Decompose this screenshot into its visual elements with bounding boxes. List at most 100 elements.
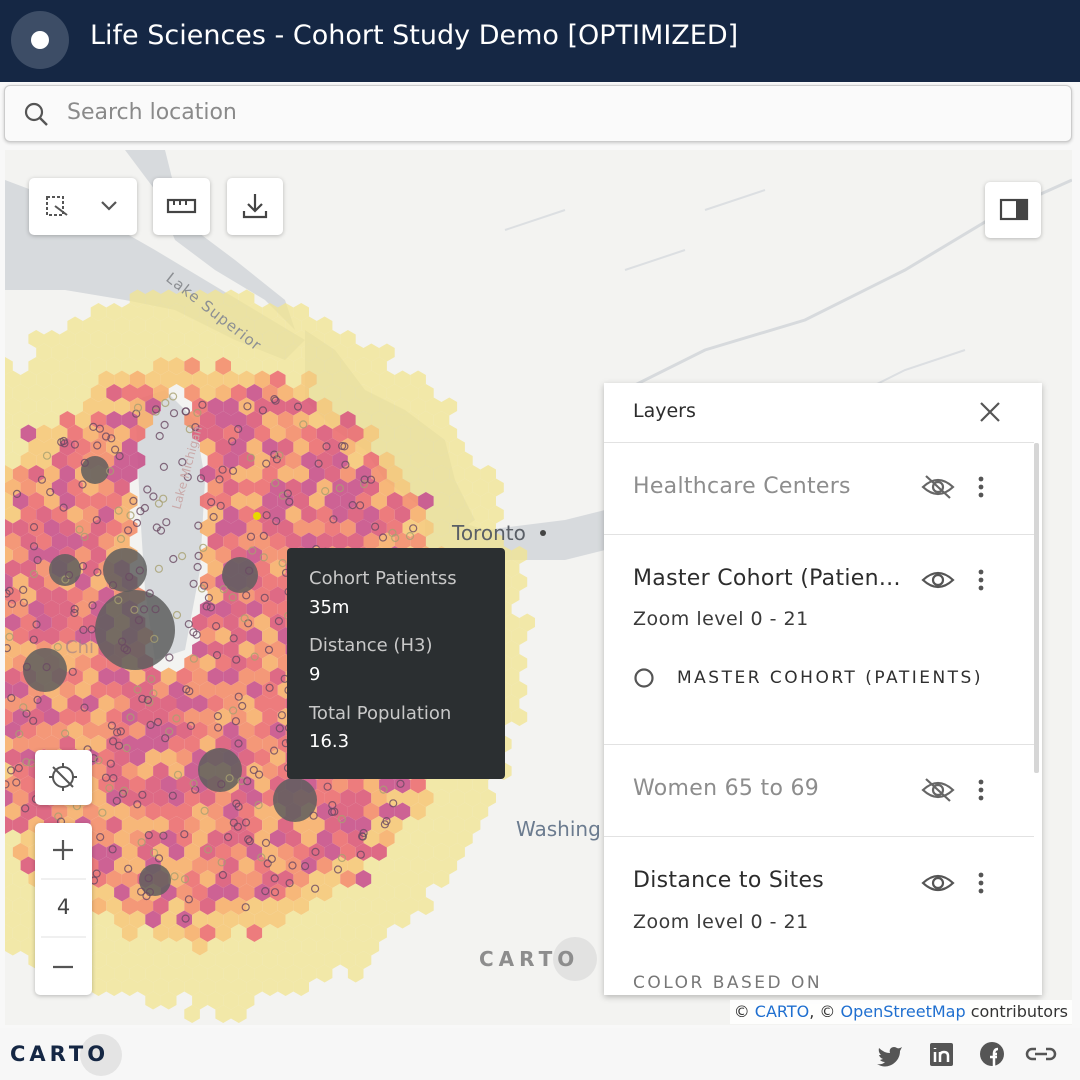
hex-cell [363, 505, 380, 524]
hex-cell [277, 303, 294, 321]
hex-cell [121, 384, 138, 402]
patient-point [237, 776, 246, 786]
hex-cell [106, 924, 122, 942]
patient-point [137, 887, 146, 896]
locate-button[interactable] [35, 750, 92, 805]
hex-cell [12, 924, 29, 942]
map-tooltip: Cohort Patientss 35m Distance (H3) 9 Tot… [287, 548, 505, 779]
hex-cell [90, 303, 107, 321]
hex-cell [20, 613, 37, 632]
patient-point [229, 634, 238, 643]
hex-cell [238, 883, 255, 902]
twitter-icon[interactable] [877, 1047, 902, 1067]
hex-cell [59, 411, 76, 429]
download-button[interactable] [227, 178, 283, 235]
hex-cell [301, 316, 317, 335]
link-icon[interactable] [1025, 1047, 1057, 1061]
visibility-off-icon[interactable] [921, 778, 955, 802]
hex-cell [121, 708, 138, 726]
patient-point [151, 407, 160, 416]
hex-cell [215, 438, 231, 456]
patient-point [337, 814, 346, 824]
patient-point [147, 674, 156, 684]
hex-cell [75, 411, 91, 429]
patient-point [172, 610, 182, 620]
hex-cell [137, 762, 154, 780]
patient-point [359, 480, 369, 489]
scrollbar[interactable] [1034, 443, 1039, 773]
menu-icons[interactable] [978, 476, 984, 894]
search-bar[interactable]: Search location [4, 85, 1072, 142]
attribution-link[interactable]: CARTO [754, 1002, 810, 1021]
hex-cell [340, 330, 356, 348]
patient-point [191, 423, 200, 432]
hex-cell [20, 505, 37, 524]
patient-point [241, 818, 251, 827]
hex-cell [231, 735, 247, 753]
hex-cell [324, 924, 341, 942]
hex-cell [316, 316, 333, 335]
hex-cell [28, 411, 44, 429]
hex-cell [340, 816, 356, 834]
hex-cell [207, 559, 224, 578]
linkedin-icon[interactable] [930, 1043, 953, 1066]
hex-cell [137, 897, 154, 915]
map-label: Washing [516, 817, 601, 841]
hex-cell [207, 532, 224, 551]
hex-cell [145, 910, 161, 929]
patient-point [192, 630, 201, 639]
hex-cell [82, 316, 99, 335]
hex-cell [67, 424, 83, 443]
hex-cell [137, 978, 154, 996]
facebook-icon[interactable] [980, 1042, 1004, 1067]
hex-cell [254, 640, 270, 659]
hex-cell [246, 600, 263, 618]
draw-tool-button[interactable] [29, 178, 137, 235]
patient-point [116, 534, 126, 543]
visibility-icon[interactable] [921, 571, 955, 589]
hex-cell [5, 708, 13, 726]
hex-cell [425, 775, 442, 794]
hex-cell [199, 924, 216, 942]
zoom-in[interactable] [53, 840, 73, 860]
hex-cell [12, 600, 29, 618]
hex-cell [75, 735, 91, 753]
hex-cell [223, 856, 239, 875]
hex-cell [207, 802, 224, 821]
hex-cell [254, 856, 270, 875]
app-logo[interactable] [11, 11, 69, 69]
patient-point [196, 474, 206, 483]
hex-cell [129, 937, 146, 956]
hex-cell [106, 816, 122, 834]
hex-cell [184, 411, 200, 429]
hex-cell [324, 357, 341, 375]
footer-logo[interactable]: CARTO [10, 1042, 110, 1066]
hex-cell [90, 924, 107, 942]
tooltip-label: Cohort Patientss [309, 568, 457, 589]
close-button[interactable] [978, 400, 1002, 424]
panel-toggle-button[interactable] [985, 182, 1041, 238]
visibility-off-icon[interactable] [921, 475, 955, 499]
hex-cell [340, 870, 356, 888]
hex-cell [309, 438, 325, 456]
hex-cell [324, 411, 341, 429]
hex-cell [176, 856, 193, 875]
hex-cell [347, 451, 364, 470]
attribution-link[interactable]: OpenStreetMap [840, 1002, 966, 1021]
hex-cell [355, 951, 372, 969]
hex-cell [67, 451, 83, 470]
hex-cell [511, 708, 528, 726]
hex-cell [12, 708, 29, 726]
visibility-icon[interactable] [921, 874, 955, 892]
hex-cell [441, 397, 458, 416]
hex-cell [324, 330, 341, 348]
hex-cell [98, 964, 115, 983]
measure-button[interactable] [153, 178, 210, 235]
patient-point [321, 487, 330, 496]
hex-cell [44, 411, 60, 429]
hex-cell [418, 519, 434, 537]
zoom-icons [41, 840, 86, 969]
hex-cell [207, 964, 224, 983]
app-header: Life Sciences - Cohort Study Demo [OPTIM… [0, 0, 1080, 82]
hex-cell [129, 721, 146, 740]
